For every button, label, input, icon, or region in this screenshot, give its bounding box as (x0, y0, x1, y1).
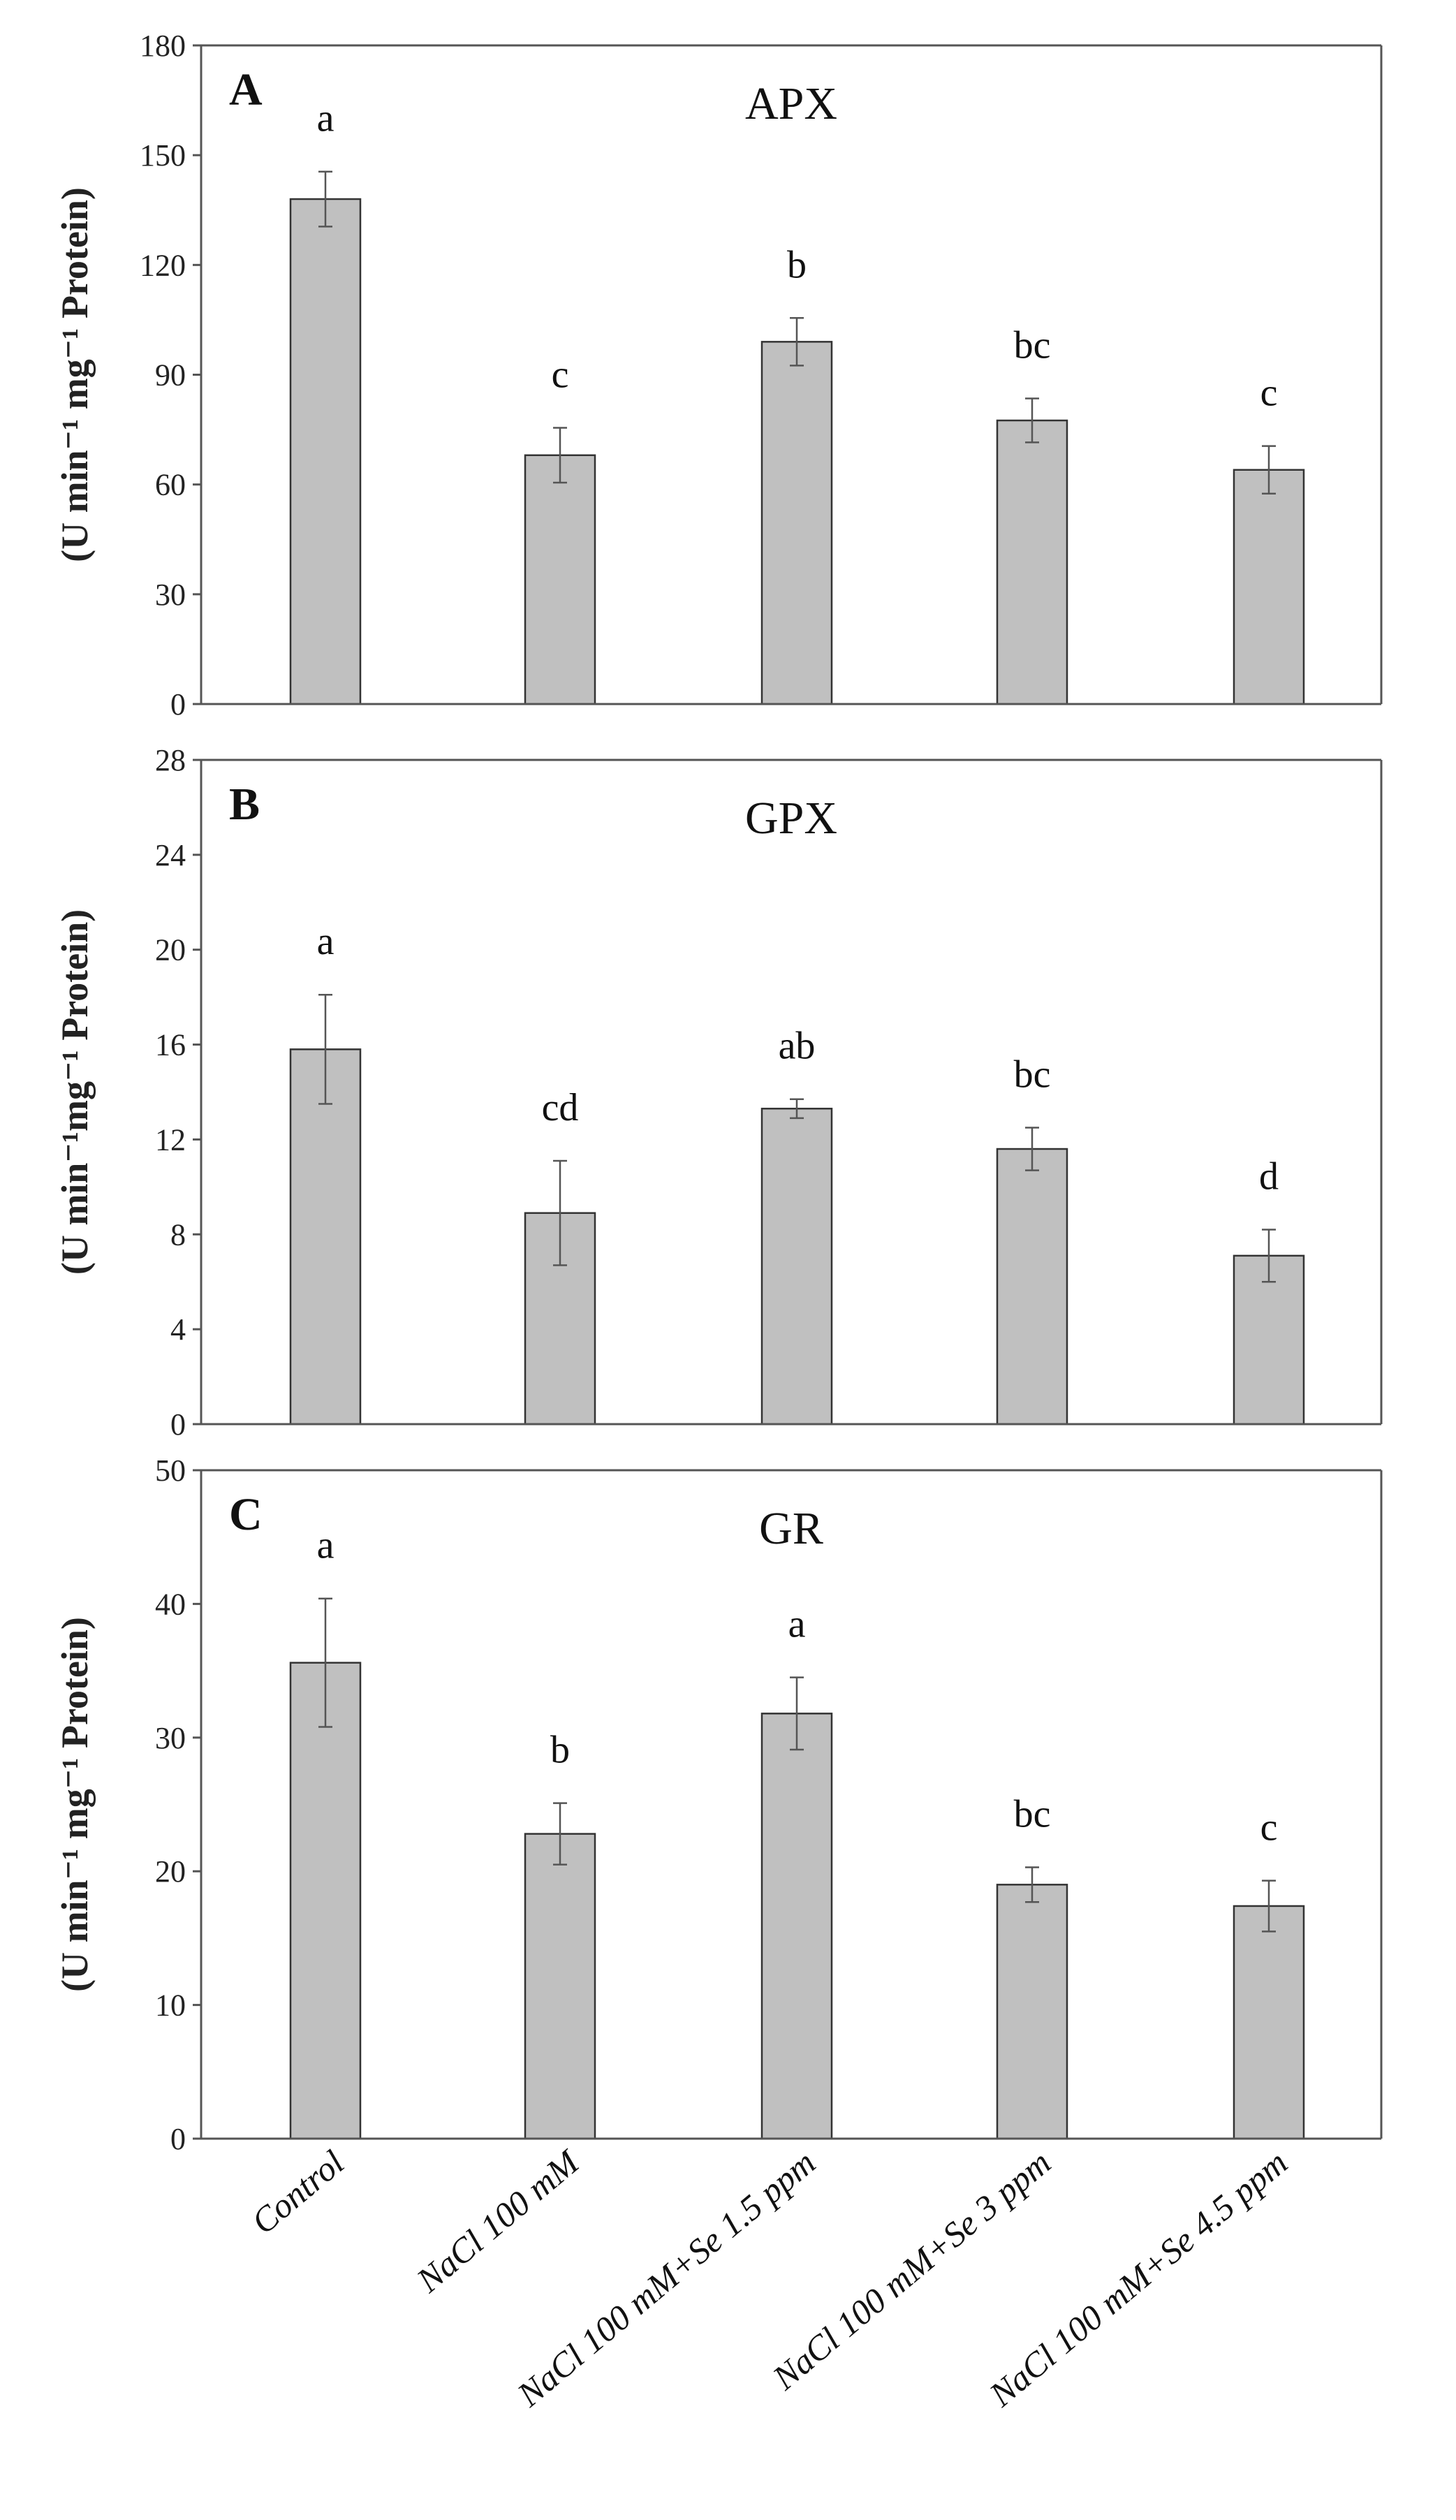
chart-title: APX (745, 78, 837, 129)
significance-letter: b (550, 1729, 570, 1772)
y-tick-label: 28 (155, 743, 186, 777)
significance-letter: c (552, 353, 569, 396)
y-tick-label: 8 (170, 1217, 186, 1252)
y-tick-label: 150 (140, 138, 186, 173)
bar-4 (996, 419, 1068, 705)
bar-2 (524, 1833, 596, 2140)
significance-letter: c (1260, 1806, 1278, 1849)
bar-3 (760, 341, 833, 705)
bar-3 (760, 1713, 833, 2140)
bar-1 (289, 1662, 362, 2140)
significance-letter: a (317, 920, 334, 963)
significance-letter: a (317, 97, 334, 140)
panel-b: 0 4 8 12 16 20 24 28 a cd ab bc d B GPX (U min⁻¹mg⁻¹ Pr… (54, 743, 1383, 1442)
y-tick-label: 16 (155, 1028, 186, 1062)
bar-1 (289, 1048, 362, 1426)
y-axis-label: (U min⁻¹ mg⁻¹ Protein) (54, 187, 96, 562)
significance-letter: d (1259, 1155, 1279, 1198)
significance-letter: cd (542, 1086, 579, 1129)
panel-c: 0 10 20 30 40 50 a b a bc c C GR (U min⁻¹ mg⁻¹ Protei… (54, 1453, 1383, 2415)
bar-4 (996, 1148, 1068, 1426)
y-axis-label: (U min⁻¹mg⁻¹ Protein) (54, 909, 96, 1275)
y-tick-label: 0 (170, 687, 186, 721)
panel-label: B (229, 779, 260, 830)
chart-title: GR (759, 1503, 823, 1554)
significance-letter: a (788, 1603, 806, 1646)
y-tick-label: 50 (155, 1453, 186, 1488)
y-tick-label: 90 (155, 358, 186, 393)
bar-5 (1233, 469, 1305, 705)
significance-letter: bc (1014, 1053, 1051, 1096)
y-tick-label: 20 (155, 1854, 186, 1889)
y-tick-label: 30 (155, 578, 186, 612)
significance-letter: c (1260, 372, 1278, 415)
y-tick-label: 20 (155, 933, 186, 967)
y-tick-label: 180 (140, 29, 186, 63)
y-tick-label: 0 (170, 1407, 186, 1442)
significance-letter: ab (779, 1025, 816, 1068)
bar-3 (760, 1108, 833, 1426)
bar-2 (524, 454, 596, 705)
y-tick-label: 30 (155, 1721, 186, 1755)
significance-letter: bc (1014, 1792, 1051, 1836)
x-category-label: Control (244, 2143, 351, 2242)
bar-1 (289, 198, 362, 705)
bar-4 (996, 1884, 1068, 2140)
y-tick-label: 40 (155, 1587, 186, 1621)
y-tick-label: 12 (155, 1122, 186, 1157)
y-tick-label: 10 (155, 1988, 186, 2023)
significance-letter: bc (1014, 324, 1051, 367)
y-tick-label: 60 (155, 468, 186, 502)
panel-a: 0 30 60 90 120 150 180 a c b bc c A APX (U min⁻¹ mg⁻¹ … (54, 29, 1383, 721)
bar-5 (1233, 1254, 1305, 1426)
significance-letter: a (317, 1524, 334, 1567)
x-category-label: NaCl 100 mM (409, 2141, 587, 2300)
y-tick-label: 0 (170, 2122, 186, 2156)
y-tick-label: 120 (140, 248, 186, 282)
bar-5 (1233, 1905, 1305, 2140)
y-axis-label: (U min⁻¹ mg⁻¹ Protein) (54, 1617, 96, 1992)
chart-title: GPX (745, 793, 837, 844)
y-tick-label: 24 (155, 838, 186, 872)
significance-letter: b (787, 243, 807, 286)
panel-label: C (229, 1489, 263, 1540)
panel-label: A (229, 64, 263, 115)
y-tick-label: 4 (170, 1312, 186, 1347)
